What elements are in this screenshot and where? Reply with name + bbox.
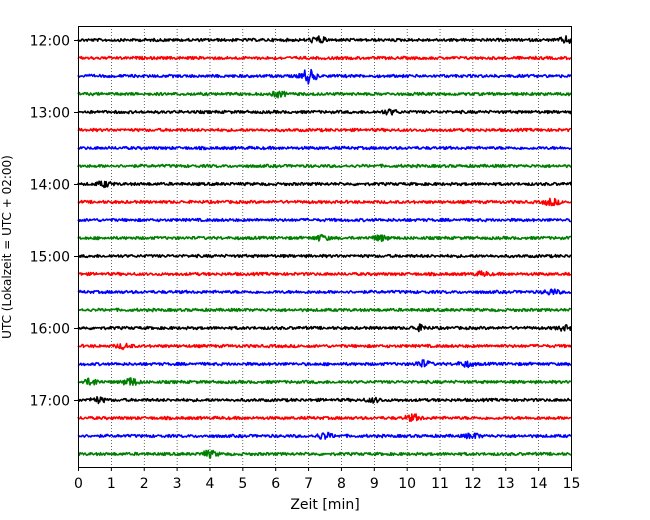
x-tick-label: 6 xyxy=(271,476,280,492)
trace-1315 xyxy=(77,127,572,133)
trace-1545 xyxy=(77,307,572,313)
x-tick-label: 1 xyxy=(107,476,116,492)
x-axis-label: Zeit [min] xyxy=(290,497,359,513)
x-tick-label: 8 xyxy=(337,476,346,492)
trace-1400 xyxy=(77,180,572,189)
plot-frame xyxy=(78,26,572,468)
trace-1430 xyxy=(77,217,572,223)
y-axis-label: UTC (Lokalzeit = UTC + 02:00) xyxy=(0,155,14,339)
x-tick-label: 4 xyxy=(206,476,215,492)
trace-1715 xyxy=(77,413,572,422)
trace-1700 xyxy=(77,395,572,405)
trace-1745 xyxy=(77,449,572,459)
x-axis-ticks: 0 1 2 3 4 5 6 7 8 9 10 11 12 13 14 15 xyxy=(74,467,580,492)
trace-1200 xyxy=(77,35,572,45)
y-tick-label: 15:00 xyxy=(30,250,70,266)
y-tick-label: 12:00 xyxy=(30,34,70,50)
trace-1600 xyxy=(77,323,572,333)
x-tick-label: 15 xyxy=(563,476,581,492)
trace-1730 xyxy=(77,431,572,440)
x-tick-label: 13 xyxy=(497,476,515,492)
trace-1345 xyxy=(77,163,572,169)
trace-1330 xyxy=(77,145,572,151)
y-tick-label: 17:00 xyxy=(30,394,70,410)
x-tick-label: 11 xyxy=(431,476,449,492)
y-tick-label: 13:00 xyxy=(30,106,70,122)
x-tick-label: 2 xyxy=(140,476,149,492)
trace-1230 xyxy=(77,68,572,85)
x-tick-label: 5 xyxy=(238,476,247,492)
x-tick-label: 9 xyxy=(370,476,379,492)
x-tick-label: 14 xyxy=(530,476,548,492)
x-tick-label: 12 xyxy=(464,476,482,492)
y-tick-label: 16:00 xyxy=(30,322,70,338)
trace-1445 xyxy=(77,233,572,243)
trace-1300 xyxy=(77,108,572,116)
x-tick-label: 3 xyxy=(173,476,182,492)
y-tick-label: 14:00 xyxy=(30,178,70,194)
seismic-traces xyxy=(77,35,572,459)
trace-1215 xyxy=(77,55,572,61)
trace-1415 xyxy=(77,197,572,207)
trace-1515 xyxy=(77,270,572,278)
x-tick-label: 7 xyxy=(304,476,313,492)
trace-1615 xyxy=(77,342,572,351)
trace-1245 xyxy=(77,90,572,99)
trace-1645 xyxy=(77,377,572,386)
x-tick-label: 10 xyxy=(398,476,416,492)
trace-1630 xyxy=(77,359,572,369)
trace-1500 xyxy=(77,253,572,259)
y-axis-ticks: 12:00 13:00 14:00 15:00 16:00 17:00 xyxy=(30,34,78,410)
x-tick-label: 0 xyxy=(74,476,83,492)
trace-1530 xyxy=(77,288,572,296)
